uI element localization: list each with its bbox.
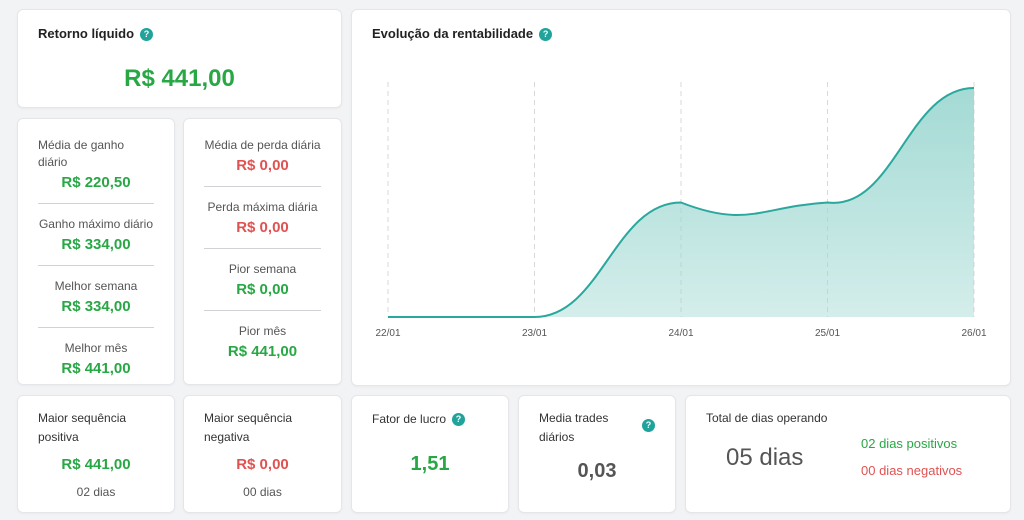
chart-title: Evolução da rentabilidade? xyxy=(372,26,553,42)
worst-month: Pior mês R$ 441,00 xyxy=(204,311,321,360)
profit-factor-title-text: Fator de lucro xyxy=(372,412,447,426)
best-month: Melhor mês R$ 441,00 xyxy=(38,328,154,377)
best-week-label: Melhor semana xyxy=(54,279,138,293)
max-daily-loss: Perda máxima diária R$ 0,00 xyxy=(204,187,321,236)
avg-daily-gain: Média de ganho diário R$ 220,50 xyxy=(38,119,154,191)
total-days-title: Total de dias operando xyxy=(706,411,828,425)
divider xyxy=(204,186,321,187)
avg-daily-gain-label: Média de ganho diário xyxy=(38,138,125,169)
net-return-title-text: Retorno líquido xyxy=(38,26,135,41)
worst-week-label: Pior semana xyxy=(228,262,297,276)
negative-streak-title: Maior sequência negativa xyxy=(204,411,293,444)
best-month-value: R$ 441,00 xyxy=(61,360,131,377)
positive-streak-value: R$ 441,00 xyxy=(61,456,131,473)
worst-week-value: R$ 0,00 xyxy=(236,281,289,298)
worst-week: Pior semana R$ 0,00 xyxy=(204,249,321,298)
best-week: Melhor semana R$ 334,00 xyxy=(38,266,154,315)
help-icon[interactable]: ? xyxy=(452,413,466,427)
total-trading-days-card: Total de dias operando 05 dias 02 dias p… xyxy=(685,395,1011,513)
avg-daily-loss-value: R$ 0,00 xyxy=(236,157,289,174)
net-return-value: R$ 441,00 xyxy=(124,65,235,92)
gain-stats-card: Média de ganho diário R$ 220,50 Ganho má… xyxy=(17,118,175,385)
avg-daily-gain-value: R$ 220,50 xyxy=(61,174,131,191)
net-return-card: Retorno líquido? R$ 441,00 xyxy=(17,9,342,108)
worst-month-value: R$ 441,00 xyxy=(227,343,298,360)
divider xyxy=(38,203,154,204)
negative-streak-value: R$ 0,00 xyxy=(236,456,289,473)
chart-title-text: Evolução da rentabilidade xyxy=(372,26,534,41)
help-icon[interactable]: ? xyxy=(642,419,655,432)
negative-streak-days: 00 dias xyxy=(243,485,282,499)
profit-factor-title: Fator de lucro? xyxy=(372,410,466,429)
x-tick-label: 23/01 xyxy=(522,328,547,339)
positive-days: 02 dias positivos xyxy=(861,436,958,451)
help-icon[interactable]: ? xyxy=(539,28,553,42)
max-daily-gain-label: Ganho máximo diário xyxy=(38,217,154,231)
help-icon[interactable]: ? xyxy=(140,28,154,42)
max-daily-gain-value: R$ 334,00 xyxy=(61,236,131,253)
avg-daily-trades-value: 0,03 xyxy=(577,460,617,482)
longest-positive-streak-card: Maior sequência positiva R$ 441,00 02 di… xyxy=(17,395,175,513)
best-month-label: Melhor mês xyxy=(64,341,128,355)
positive-streak-days: 02 dias xyxy=(76,485,116,499)
avg-daily-trades-title: Media trades diários xyxy=(539,411,609,444)
divider xyxy=(204,310,321,311)
profitability-chart: 22/01 23/01 24/01 25/01 26/01 xyxy=(375,82,987,339)
max-daily-loss-value: R$ 0,00 xyxy=(236,219,289,236)
worst-month-label: Pior mês xyxy=(238,324,287,338)
max-daily-gain: Ganho máximo diário R$ 334,00 xyxy=(38,204,154,253)
net-return-title: Retorno líquido? xyxy=(38,26,154,42)
longest-negative-streak-card: Maior sequência negativa R$ 0,00 00 dias xyxy=(183,395,342,513)
x-tick-label: 22/01 xyxy=(375,328,400,339)
divider xyxy=(38,265,154,266)
divider xyxy=(38,327,154,328)
avg-daily-loss: Média de perda diária R$ 0,00 xyxy=(204,119,321,174)
x-tick-label: 25/01 xyxy=(815,328,840,339)
negative-days: 00 dias negativos xyxy=(861,463,963,478)
avg-daily-loss-label: Média de perda diária xyxy=(204,138,321,152)
series-line xyxy=(387,87,975,319)
x-tick-label: 26/01 xyxy=(961,328,986,339)
max-daily-loss-label: Perda máxima diária xyxy=(207,200,318,214)
profit-factor-value: 1,51 xyxy=(410,453,450,475)
avg-daily-trades-card: Media trades diários ? 0,03 xyxy=(518,395,676,513)
divider xyxy=(204,248,321,249)
total-days-value: 05 dias xyxy=(726,444,804,471)
profitability-chart-card: Evolução da rentabilidade? 22/01 23/01 24/… xyxy=(351,9,1011,386)
profit-factor-card: Fator de lucro? 1,51 xyxy=(351,395,509,513)
positive-streak-title: Maior sequência positiva xyxy=(38,411,127,444)
x-tick-label: 24/01 xyxy=(668,328,693,339)
best-week-value: R$ 334,00 xyxy=(61,298,131,315)
loss-stats-card: Média de perda diária R$ 0,00 Perda máxi… xyxy=(183,118,342,385)
